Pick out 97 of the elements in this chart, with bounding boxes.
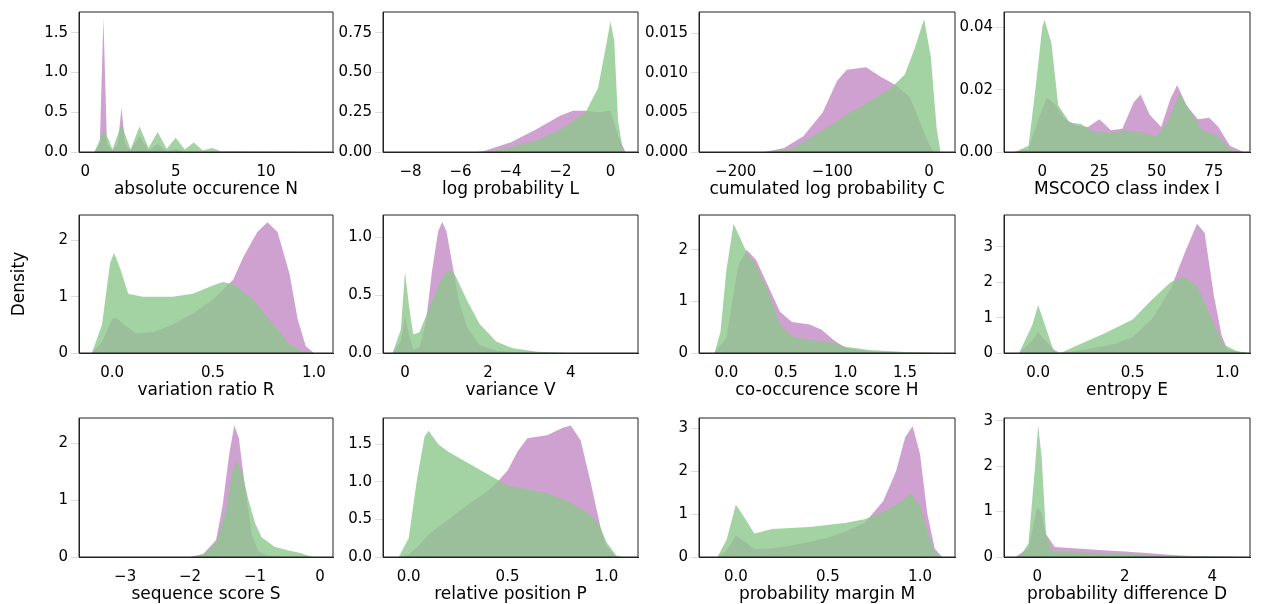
y-tick-label: 0.0 <box>348 342 372 361</box>
x-tick-label: 0.0 <box>396 566 421 585</box>
x-tick-label: 25 <box>1089 161 1109 180</box>
x-tick-label: 2 <box>1120 566 1130 585</box>
x-tick-label: 0.5 <box>201 362 225 381</box>
x-tick-label: 75 <box>1204 161 1224 180</box>
x-tick-label: 0.0 <box>714 362 739 381</box>
x-tick-label: 0.0 <box>723 566 748 585</box>
x-axis-title: sequence score S <box>131 583 281 604</box>
y-tick-label: 1 <box>678 503 688 522</box>
y-tick-label: 3 <box>678 418 688 437</box>
x-tick-label: 0 <box>924 161 934 180</box>
y-tick-label: 0.5 <box>44 102 68 121</box>
x-axis-title: MSCOCO class index I <box>1034 178 1220 199</box>
y-tick-label: 2 <box>983 272 993 291</box>
x-tick-label: 2 <box>483 362 493 381</box>
y-tick-label: 2 <box>678 461 688 480</box>
x-tick-label: −3 <box>114 566 137 585</box>
x-tick-label: 0 <box>1032 566 1043 585</box>
y-tick-label: 1 <box>58 490 68 509</box>
x-tick-label: 0.5 <box>1120 362 1145 381</box>
y-tick-label: 0 <box>678 342 688 361</box>
y-tick-label: 0.75 <box>338 22 372 41</box>
y-tick-label: 0.010 <box>645 62 688 81</box>
y-tick-label: 0 <box>58 546 68 565</box>
x-tick-label: 5 <box>170 161 181 180</box>
x-axis-title: co-occurence score H <box>735 379 919 400</box>
x-tick-label: −8 <box>399 161 422 180</box>
y-tick-label: 0.000 <box>645 141 688 160</box>
x-tick-label: −1 <box>243 566 267 585</box>
y-tick-label: 0.25 <box>338 102 372 121</box>
y-tick-label: 0.00 <box>338 141 372 160</box>
x-tick-label: 50 <box>1147 161 1167 180</box>
x-tick-label: 4 <box>566 362 576 381</box>
y-tick-label: 0.5 <box>348 509 372 528</box>
y-tick-label: 1.5 <box>44 22 68 41</box>
x-tick-label: 0 <box>315 566 325 585</box>
y-tick-label: 1.5 <box>348 434 372 453</box>
y-tick-label: 0.005 <box>645 102 688 121</box>
x-tick-label: 4 <box>1207 566 1218 585</box>
y-tick-label: 1 <box>983 501 993 520</box>
y-tick-label: 2 <box>58 433 68 452</box>
x-tick-label: −2 <box>179 566 202 585</box>
x-tick-label: 1.0 <box>301 362 326 381</box>
x-axis-title: cumulated log probability C <box>709 178 945 199</box>
x-tick-label: −6 <box>449 161 472 180</box>
y-tick-label: 0.5 <box>348 284 372 303</box>
y-tick-label: 2 <box>58 230 68 249</box>
x-axis-title: variation ratio R <box>137 379 275 400</box>
y-tick-label: 1 <box>983 307 993 326</box>
x-axis-title: entropy E <box>1086 379 1168 400</box>
x-tick-label: −100 <box>811 161 853 180</box>
x-tick-label: −2 <box>549 161 572 180</box>
y-tick-label: 0.50 <box>338 62 372 81</box>
y-axis-title: Density <box>7 251 28 317</box>
x-tick-label: −4 <box>499 161 522 180</box>
y-tick-label: 2 <box>678 239 688 258</box>
x-axis-title: relative position P <box>434 583 587 604</box>
x-tick-label: 0 <box>1037 161 1047 180</box>
x-tick-label: 0.0 <box>1026 362 1050 381</box>
y-tick-label: 0.015 <box>645 23 688 42</box>
y-tick-label: 1.0 <box>44 62 68 81</box>
y-tick-label: 0.0 <box>348 546 372 565</box>
x-tick-label: −200 <box>715 161 757 180</box>
x-tick-label: 1.0 <box>594 566 619 585</box>
x-tick-label: 0 <box>80 161 91 180</box>
x-tick-label: 1.0 <box>833 362 858 381</box>
x-tick-label: 0.5 <box>495 566 520 585</box>
x-tick-label: 0 <box>400 362 410 381</box>
y-tick-label: 0 <box>983 342 993 361</box>
y-tick-label: 0.02 <box>959 79 993 98</box>
x-tick-label: 0 <box>605 161 616 180</box>
y-tick-label: 0.04 <box>959 17 993 36</box>
x-tick-label: 0.0 <box>100 362 125 381</box>
y-tick-label: 2 <box>983 456 993 475</box>
y-tick-label: 1.0 <box>348 226 372 245</box>
y-tick-label: 0 <box>58 342 68 361</box>
x-axis-title: probability difference D <box>1027 583 1227 604</box>
x-axis-title: absolute occurence N <box>113 178 299 199</box>
y-tick-label: 0.00 <box>959 141 993 160</box>
x-axis-title: variance V <box>465 379 556 400</box>
x-tick-label: 0.5 <box>773 362 798 381</box>
y-tick-label: 0.0 <box>44 141 68 160</box>
x-axis-title: log probability L <box>442 178 580 199</box>
x-tick-label: 0.5 <box>815 566 840 585</box>
x-tick-label: 1.0 <box>908 566 932 585</box>
y-tick-label: 3 <box>983 410 993 429</box>
y-tick-label: 1.0 <box>348 471 372 490</box>
y-tick-label: 1 <box>58 286 68 305</box>
y-tick-label: 0 <box>678 546 688 565</box>
y-tick-label: 3 <box>983 236 993 255</box>
y-tick-label: 0 <box>983 546 993 565</box>
x-axis-title: probability margin M <box>738 583 916 604</box>
y-tick-label: 1 <box>678 291 688 310</box>
x-tick-label: 10 <box>256 161 276 180</box>
x-tick-label: 1.0 <box>1215 362 1240 381</box>
x-tick-label: 1.5 <box>893 362 917 381</box>
